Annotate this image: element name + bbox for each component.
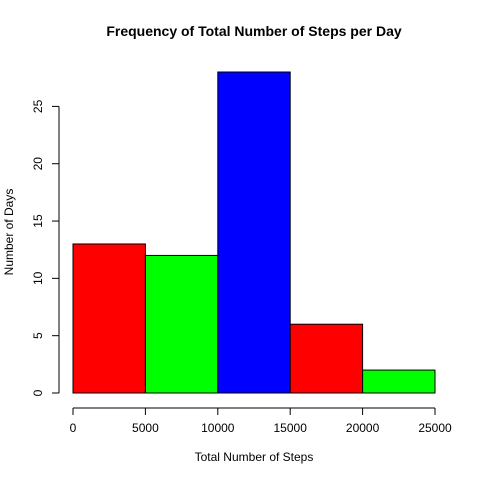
histogram-bar-4 [289, 323, 364, 394]
histogram-bar-5 [362, 369, 436, 394]
y-tick-label: 15 [31, 214, 45, 228]
x-axis: 0 5000 10000 15000 20000 25000 [70, 407, 452, 435]
y-tick-label: 20 [31, 157, 45, 171]
histogram-bar-1 [72, 243, 146, 394]
x-axis-label: Total Number of Steps [195, 450, 314, 464]
x-tick-label: 0 [70, 421, 77, 435]
x-tick-label: 10000 [201, 421, 235, 435]
y-tick-label: 0 [31, 389, 45, 396]
histogram-bar-3 [217, 71, 291, 394]
x-tick-label: 15000 [274, 421, 308, 435]
y-tick-label: 25 [31, 99, 45, 113]
histogram-bar-2 [144, 254, 219, 394]
chart-title: Frequency of Total Number of Steps per D… [106, 23, 402, 39]
bars-group [72, 71, 436, 394]
x-tick-label: 5000 [132, 421, 159, 435]
y-tick-label: 5 [31, 332, 45, 339]
y-axis-label: Number of Days [2, 189, 16, 276]
y-tick-label: 10 [31, 271, 45, 285]
x-tick-label: 20000 [346, 421, 380, 435]
y-axis: 0 5 10 15 20 25 [31, 99, 60, 396]
x-tick-label: 25000 [418, 421, 452, 435]
